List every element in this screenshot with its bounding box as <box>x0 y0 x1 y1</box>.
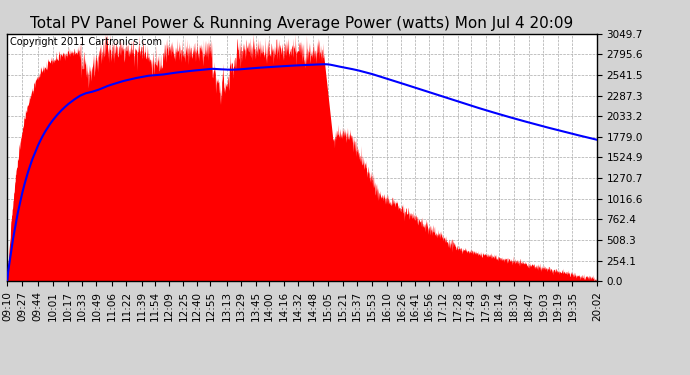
Title: Total PV Panel Power & Running Average Power (watts) Mon Jul 4 20:09: Total PV Panel Power & Running Average P… <box>30 16 573 31</box>
Text: Copyright 2011 Cartronics.com: Copyright 2011 Cartronics.com <box>10 38 162 48</box>
